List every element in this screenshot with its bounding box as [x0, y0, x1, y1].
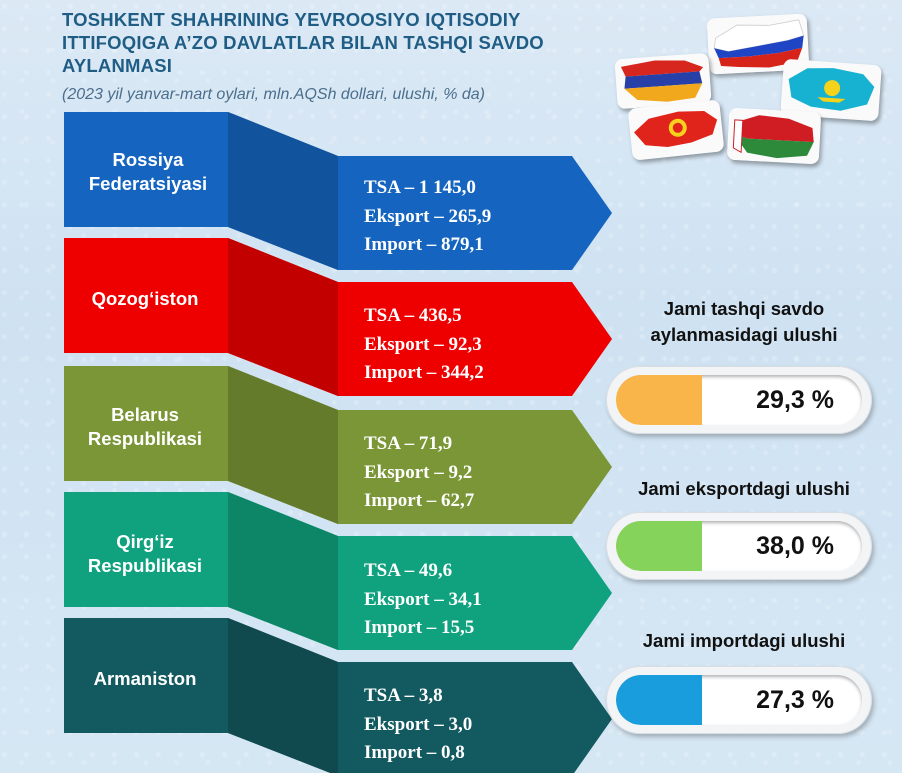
eksport-value: Eksport – 265,9: [364, 205, 492, 227]
share-pill-import: 27,3 %: [606, 666, 872, 734]
armenia-flag-icon: [614, 52, 712, 110]
tsa-value: TSA – 49,6: [364, 560, 453, 581]
import-value: Import – 344,2: [364, 362, 484, 383]
share-pill-export: 38,0 %: [606, 512, 872, 580]
tsa-value: TSA – 436,5: [364, 305, 462, 326]
flow-ribbon-belarus: [228, 366, 338, 524]
country-stats-kazakhstan: TSA – 436,5 Eksport – 92,3 Import – 344,…: [364, 302, 484, 388]
country-stats-kyrgyzstan: TSA – 49,6 Eksport – 34,1 Import – 15,5: [364, 557, 482, 643]
country-label-kazakhstan: Qozog‘iston: [91, 288, 199, 309]
import-value: Import – 0,8: [364, 742, 465, 763]
flow-ribbon-armenia: [228, 618, 338, 773]
page-subtitle: (2023 yil yanvar-mart oylari, mln.AQSh d…: [62, 86, 485, 103]
share-fill: [616, 375, 702, 425]
share-value: 38,0 %: [756, 532, 834, 560]
eksport-value: Eksport – 3,0: [364, 713, 473, 735]
flags-cluster: [612, 12, 884, 165]
russia-flag-icon: [706, 13, 810, 75]
eksport-value: Eksport – 9,2: [364, 461, 473, 483]
share-fill: [616, 675, 702, 725]
import-value: Import – 879,1: [364, 234, 484, 255]
country-label-belarus: Belarus Respublikasi: [87, 404, 203, 449]
share-value: 29,3 %: [756, 386, 834, 414]
share-label-import: Jami importdagi ulushi: [642, 630, 846, 651]
country-label-armenia: Armaniston: [93, 668, 197, 689]
share-fill: [616, 521, 702, 571]
share-label-trade: Jami tashqi savdo aylanmasidagi ulushi: [650, 298, 838, 345]
flow-ribbon-kazakhstan: [228, 238, 338, 396]
import-value: Import – 62,7: [364, 490, 475, 511]
share-pill-trade: 29,3 %: [606, 366, 872, 434]
country-stats-russia: TSA – 1 145,0 Eksport – 265,9 Import – 8…: [364, 174, 491, 260]
kazakhstan-flag-icon: [780, 58, 882, 122]
kyrgyzstan-flag-icon: [627, 99, 725, 161]
country-label-russia: Rossiya Federatsiyasi: [88, 149, 208, 194]
flow-ribbon-kyrgyzstan: [228, 492, 338, 650]
flow-ribbon-russia: [228, 112, 338, 270]
country-stats-armenia: TSA – 3,8 Eksport – 3,0 Import – 0,8: [364, 682, 472, 768]
tsa-value: TSA – 3,8: [364, 685, 443, 706]
import-value: Import – 15,5: [364, 617, 475, 638]
eksport-value: Eksport – 92,3: [364, 333, 482, 355]
tsa-value: TSA – 71,9: [364, 433, 453, 454]
belarus-flag-icon: [726, 107, 822, 165]
share-label-export: Jami eksportdagi ulushi: [638, 478, 850, 499]
country-label-kyrgyzstan: Qirg‘iz Respublikasi: [87, 531, 203, 576]
page-title: TOSHKENT SHAHRINING YEVROOSIYO IQTISODIY…: [62, 9, 544, 76]
share-value: 27,3 %: [756, 686, 834, 714]
eksport-value: Eksport – 34,1: [364, 588, 482, 610]
country-stats-belarus: TSA – 71,9 Eksport – 9,2 Import – 62,7: [364, 430, 474, 516]
tsa-value: TSA – 1 145,0: [364, 177, 476, 198]
